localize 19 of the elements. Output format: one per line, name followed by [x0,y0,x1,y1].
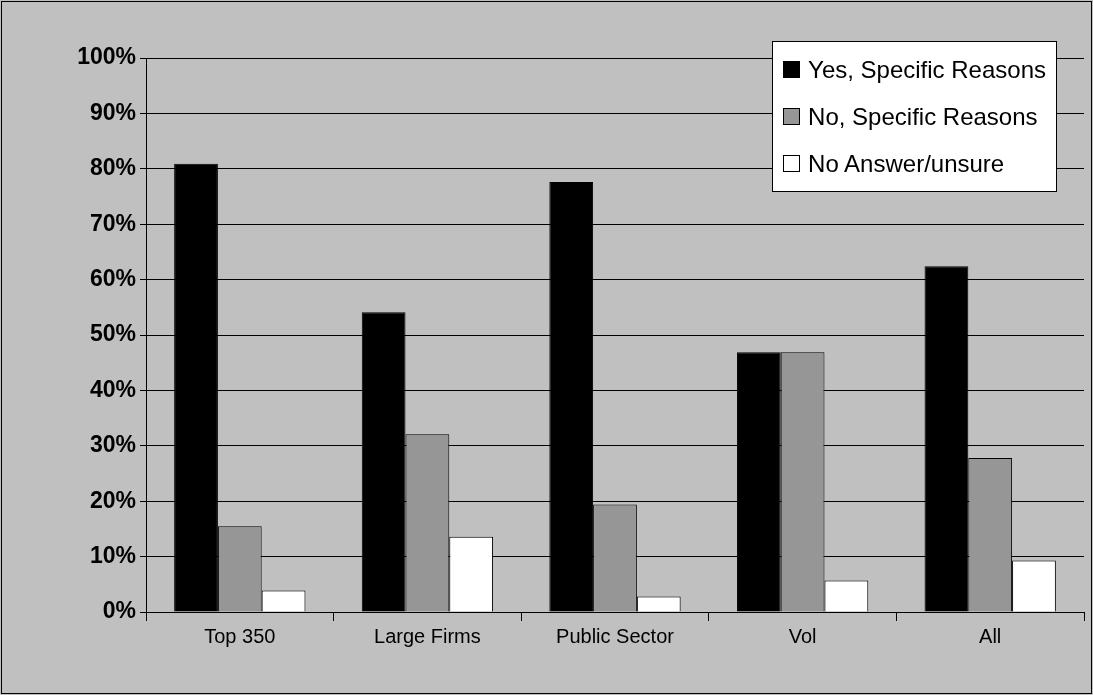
x-tick-label: Public Sector [556,624,675,647]
x-tick-label: Top 350 [204,624,276,647]
legend-label: No Answer/unsure [808,149,1005,178]
y-tick-label: 50% [89,320,136,347]
y-tick-label: 0% [102,597,136,624]
y-tick-label: 20% [89,486,136,513]
x-tick-label: Large Firms [374,624,481,647]
x-tick-label: Vol [788,624,817,647]
x-tick-label: All [979,624,1002,647]
y-tick-label: 30% [89,431,136,458]
y-tick-label: 70% [89,209,136,236]
y-tick-label: 10% [89,541,136,568]
y-tick-label: 80% [89,154,136,181]
y-tick-label: 40% [89,375,136,402]
y-tick-label: 90% [89,98,136,125]
y-tick-label: 60% [89,264,136,291]
y-tick-label: 100% [77,43,136,70]
legend-label: Yes, Specific Reasons [808,55,1046,84]
legend-label: No, Specific Reasons [808,102,1038,131]
